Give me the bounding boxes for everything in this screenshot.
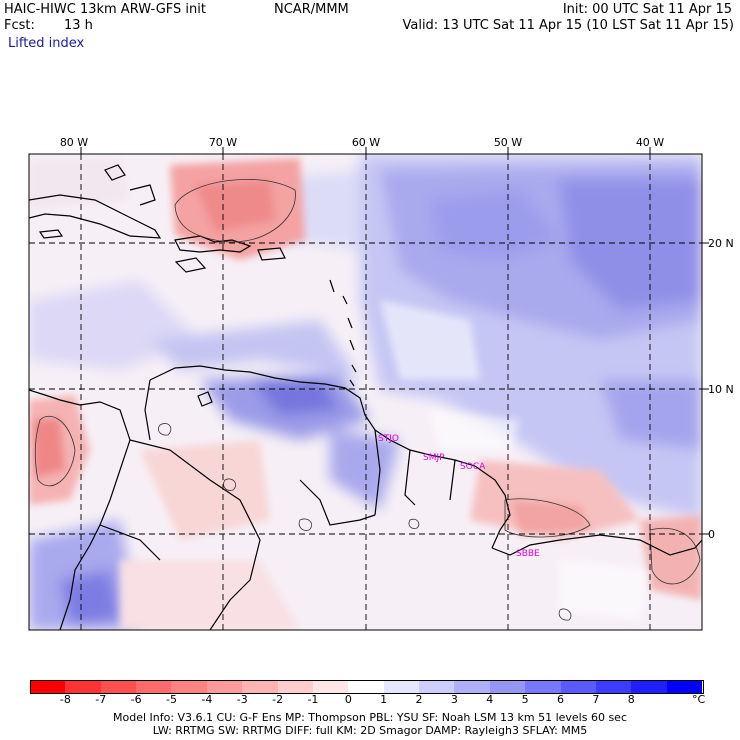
colorbar-swatch [525, 680, 562, 693]
colorbar-swatch [171, 680, 208, 693]
model-info-line1: Model Info: V3.6.1 CU: G-F Ens MP: Thomp… [112, 711, 627, 724]
colorbar-swatch [419, 680, 455, 693]
colorbar-tick-label: 6 [557, 693, 565, 706]
colorbar-swatch [631, 680, 668, 693]
colorbar-swatch [100, 680, 137, 693]
shading-contours [34, 179, 701, 621]
lat-label: 10 N [708, 383, 734, 396]
lon-label: 40 W [636, 136, 664, 149]
colorbar-tick-label: -6 [130, 693, 142, 706]
colorbar-swatch [312, 680, 349, 693]
lat-label: 0 [708, 528, 715, 541]
station-label: SMJP [423, 453, 445, 463]
colorbar-tick-label: 0 [344, 693, 352, 706]
colorbar-swatch [65, 680, 102, 693]
colorbar-tick-label: -7 [95, 693, 107, 706]
colorbar-swatch [277, 680, 314, 693]
lon-label: 70 W [209, 136, 237, 149]
station-label: SBBE [516, 549, 540, 559]
valid-time: Valid: 13 UTC Sat 11 Apr 15 (10 LST Sat … [402, 18, 734, 33]
coastlines [29, 164, 702, 630]
colorbar-unit: °C [692, 693, 706, 706]
colorbar-swatch [454, 680, 491, 693]
org-label: NCAR/MMM [274, 2, 349, 17]
colorbar-swatch [560, 680, 597, 693]
colorbar-tick-label: 5 [521, 693, 529, 706]
lon-label: 80 W [60, 136, 88, 149]
field-title: Lifted index [8, 36, 85, 51]
colorbar-swatch [242, 680, 279, 693]
colorbar-tick-label: -8 [59, 693, 71, 706]
colorbar-frame [30, 680, 704, 694]
colorbar-swatch [136, 680, 172, 693]
colorbar-swatch [206, 680, 243, 693]
colorbar-tick-label: -4 [201, 693, 213, 706]
colorbar-tick-label: 4 [486, 693, 494, 706]
field-shading [29, 154, 702, 630]
colorbar-tick-label: 3 [450, 693, 458, 706]
colorbar-tick-label: -2 [272, 693, 284, 706]
lon-label: 60 W [352, 136, 380, 149]
forecast-hour: 13 h [64, 18, 93, 33]
station-label: STJO [378, 434, 399, 444]
colorbar-tick-label: 1 [380, 693, 388, 706]
lat-label: 20 N [708, 237, 734, 250]
axis-ticks [80, 147, 709, 535]
lon-label: 50 W [494, 136, 522, 149]
colorbar-swatch [30, 680, 66, 693]
colorbar-tick-label: 8 [627, 693, 635, 706]
colorbar-swatch [666, 680, 703, 693]
model-title: HAIC-HIWC 13km ARW-GFS init [4, 2, 206, 17]
colorbar-tick-label: 7 [592, 693, 600, 706]
colorbar-tick-label: 2 [415, 693, 423, 706]
colorbar-tick-label: -1 [307, 693, 319, 706]
colorbar-swatch [489, 680, 526, 693]
colorbar-swatch [383, 680, 420, 693]
station-label: SOCA [460, 462, 486, 472]
colorbar-swatch [348, 680, 385, 693]
colorbar-swatch [595, 680, 632, 693]
init-time: Init: 00 UTC Sat 11 Apr 15 [562, 2, 732, 17]
colorbar-tick-label: -3 [236, 693, 248, 706]
forecast-label: Fcst: [4, 18, 35, 33]
colorbar-tick-label: -5 [165, 693, 177, 706]
graticule [29, 154, 702, 630]
model-info-line2: LW: RRTMG SW: RRTMG DIFF: full KM: 2D Sm… [152, 724, 588, 737]
